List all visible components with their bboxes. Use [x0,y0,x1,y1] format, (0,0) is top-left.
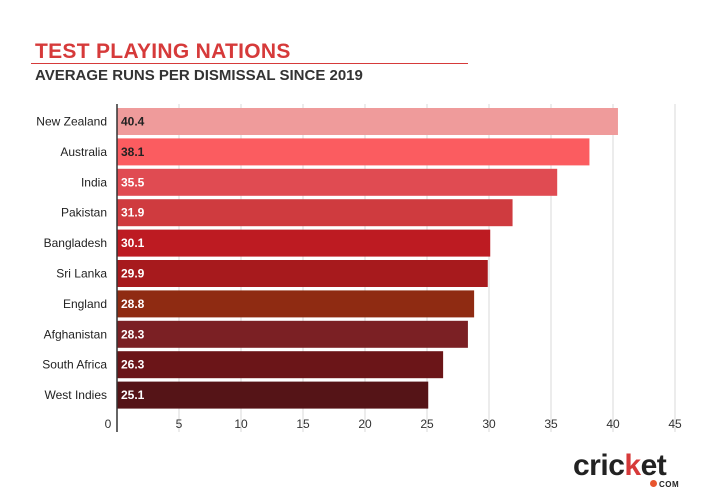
category-label: West Indies [45,388,107,402]
chart-subtitle: AVERAGE RUNS PER DISMISSAL SINCE 2019 [35,67,363,84]
x-tick-label: 25 [420,417,434,431]
x-axis-tick-labels: 0 5 10 15 20 25 30 35 40 45 [105,417,682,431]
chart-title: TEST PLAYING NATIONS [35,40,291,63]
bars [117,108,618,409]
category-label: Afghanistan [44,327,107,341]
category-label: Bangladesh [44,236,107,250]
x-tick-label: 45 [668,417,682,431]
cricket-com-logo: cricket COM [573,450,693,490]
bar [117,168,558,196]
value-labels: 40.4 38.1 35.5 31.9 30.1 29.9 28.8 28.3 26.3 25.1 [121,115,145,403]
bar [117,229,491,257]
category-label: India [81,175,107,189]
value-label: 31.9 [121,206,145,220]
bar [117,138,590,166]
bar [117,108,618,135]
value-label: 28.3 [121,327,145,341]
value-label: 28.8 [121,297,145,311]
category-label: South Africa [42,358,107,372]
value-label: 38.1 [121,145,145,159]
bar [117,320,468,348]
value-label: 30.1 [121,236,145,250]
value-label: 40.4 [121,115,145,129]
category-labels: New Zealand Australia India Pakistan Banglad… [36,115,107,403]
logo-dot-icon [650,480,657,487]
x-tick-label: 35 [544,417,558,431]
x-tick-label: 40 [606,417,620,431]
value-label: 29.9 [121,267,145,281]
bar [117,381,429,409]
value-label: 26.3 [121,358,145,372]
x-tick-label: 20 [358,417,372,431]
x-tick-label: 10 [234,417,248,431]
title-underline [31,63,468,64]
logo-domain: COM [659,480,680,489]
category-label: England [63,297,107,311]
bar [117,199,513,227]
value-label: 35.5 [121,175,145,189]
category-label: Pakistan [61,206,107,220]
category-label: New Zealand [36,115,107,129]
x-tick-label: 30 [482,417,496,431]
category-label: Australia [60,145,107,159]
bar [117,351,444,379]
x-tick-label: 5 [176,417,183,431]
logo-wordmark: cricket [573,449,667,482]
x-tick-label: 15 [296,417,310,431]
x-tick-label: 0 [105,417,112,431]
value-label: 25.1 [121,388,145,402]
bar [117,260,488,287]
category-label: Sri Lanka [56,267,107,281]
bar [117,290,475,318]
